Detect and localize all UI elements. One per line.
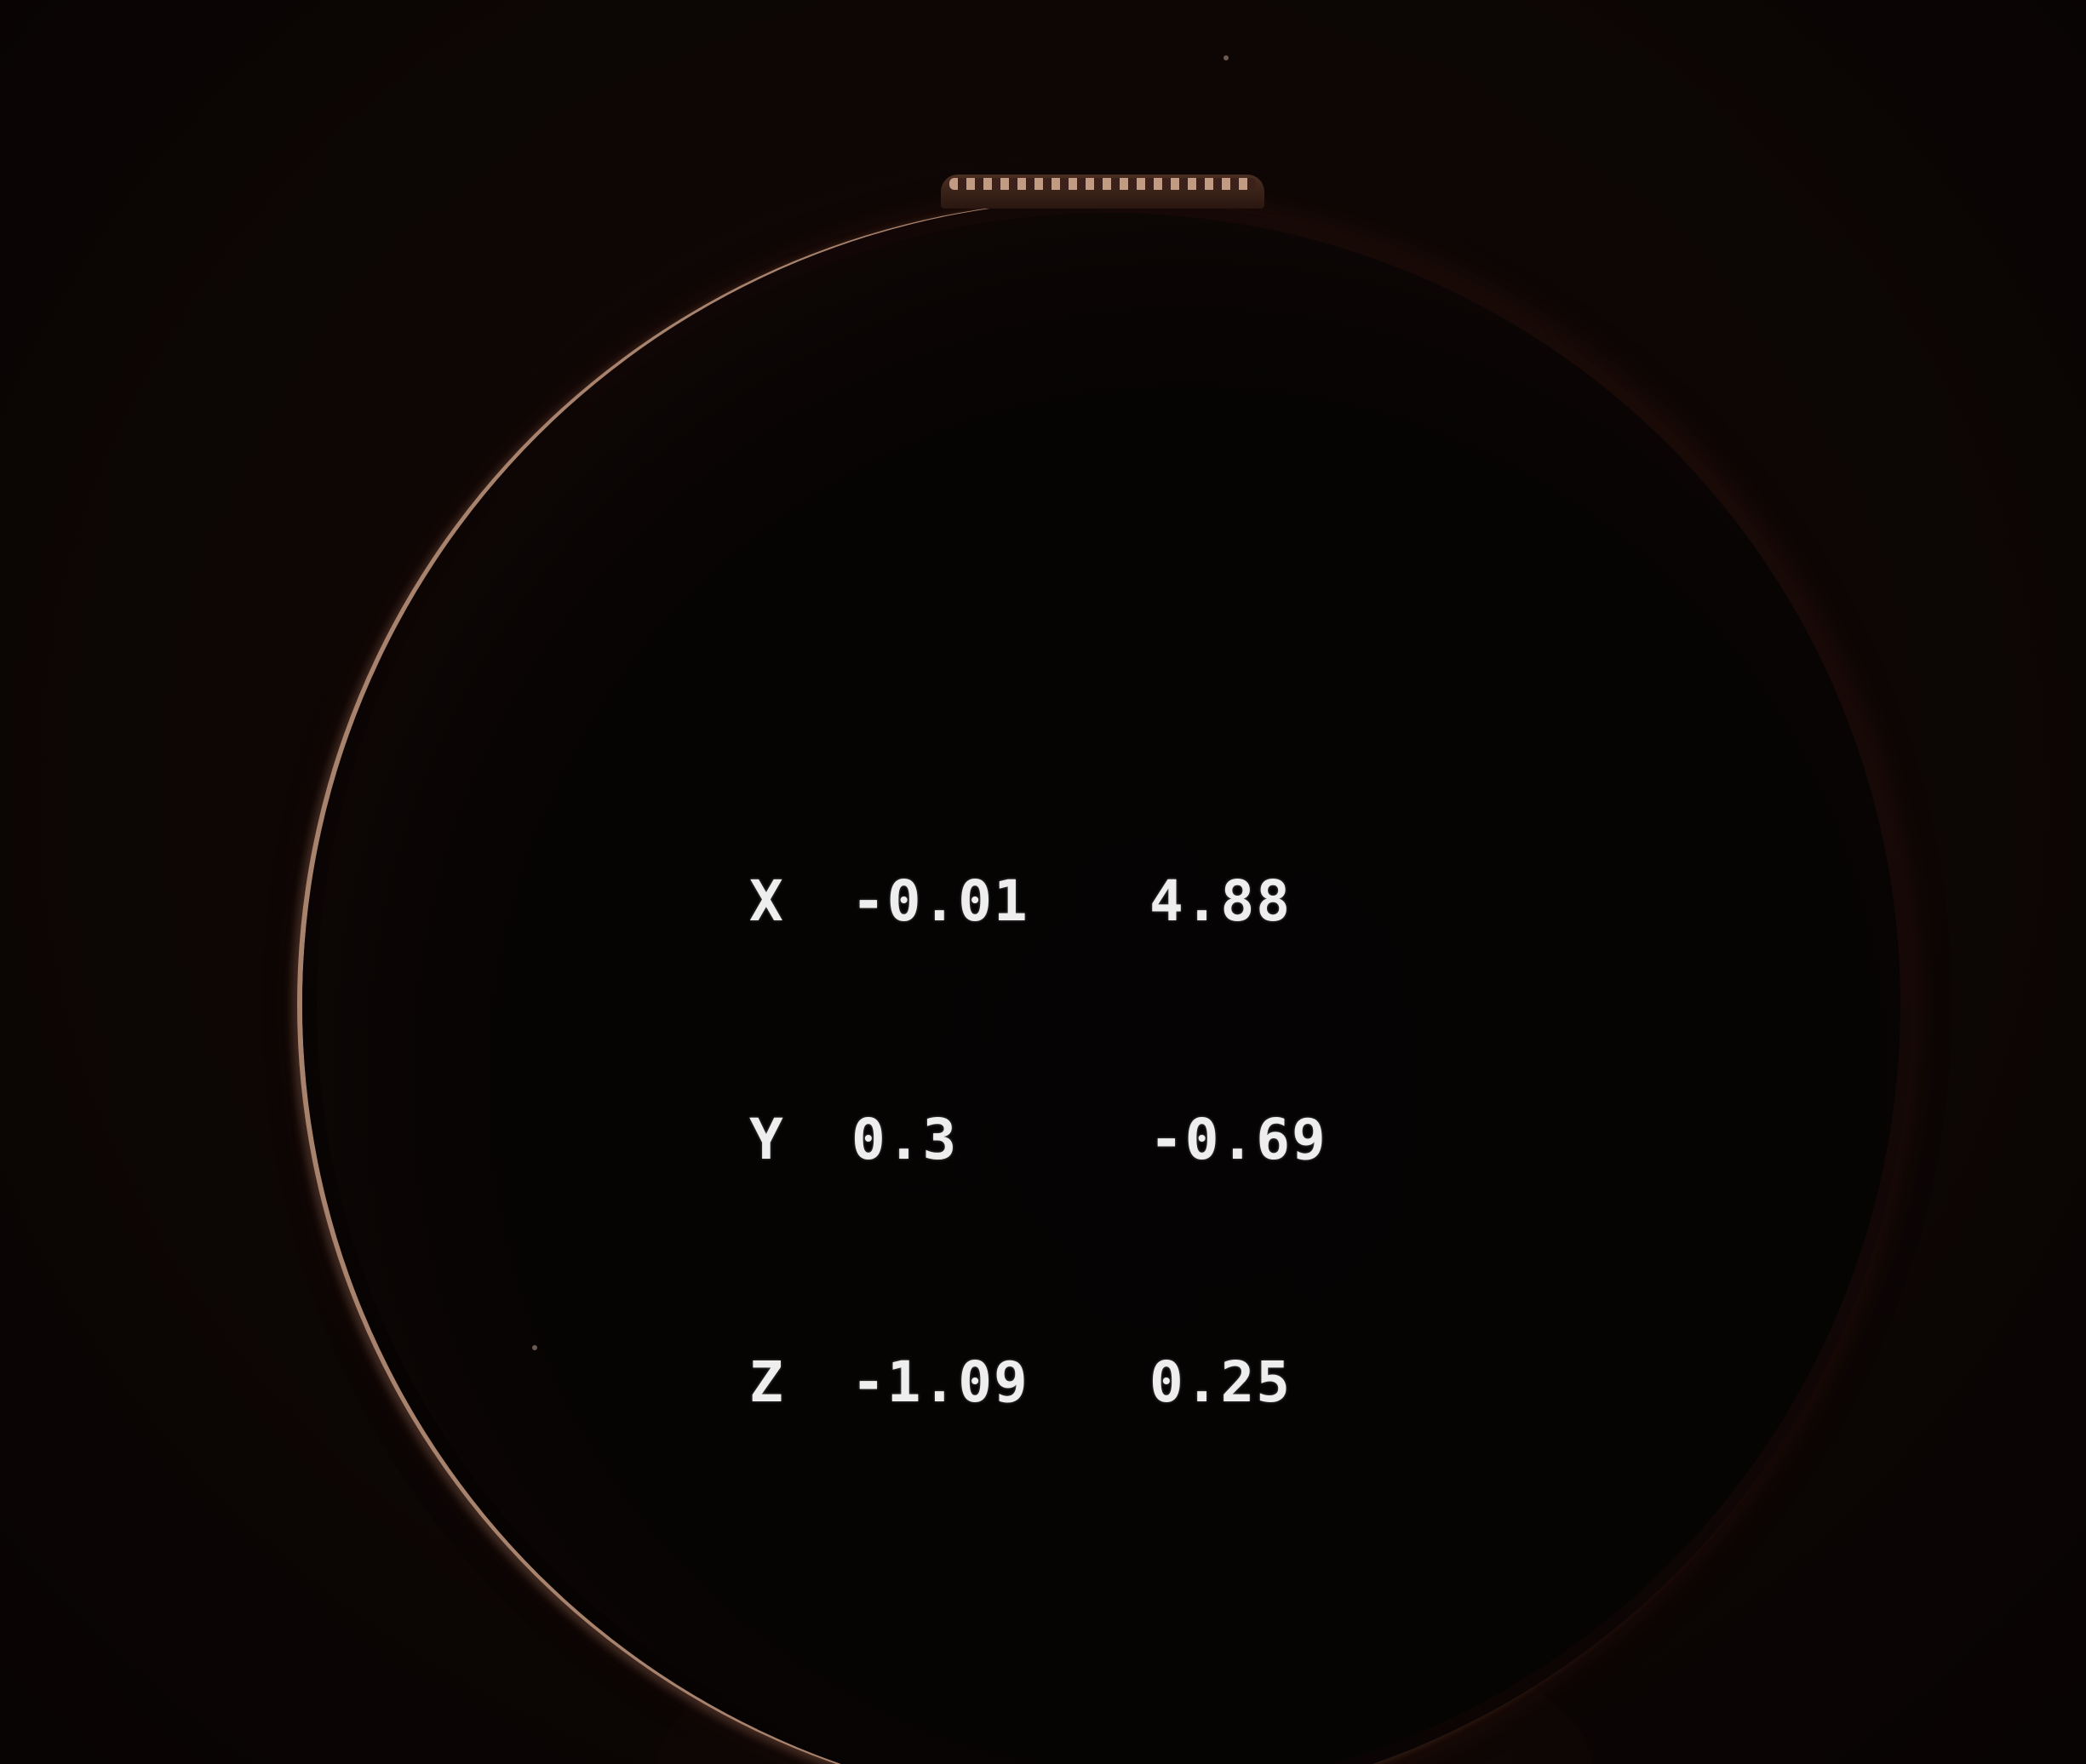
value-secondary: 0.25 [1149, 1349, 1292, 1415]
axis-label: X [749, 868, 785, 934]
connector-tab [941, 175, 1264, 209]
value-secondary: 4.88 [1149, 868, 1292, 934]
value-primary: 0.3 [851, 1107, 959, 1172]
dust-speck [532, 1345, 537, 1350]
value-secondary: -0.69 [1149, 1107, 1327, 1172]
connector-pins [949, 178, 1256, 190]
dust-speck [1224, 55, 1229, 60]
value-primary: -0.01 [851, 868, 1029, 934]
axis-label: Y [749, 1107, 785, 1172]
value-primary: -1.09 [851, 1349, 1029, 1415]
round-display-screen [317, 213, 1900, 1764]
axis-label: Z [749, 1349, 785, 1415]
